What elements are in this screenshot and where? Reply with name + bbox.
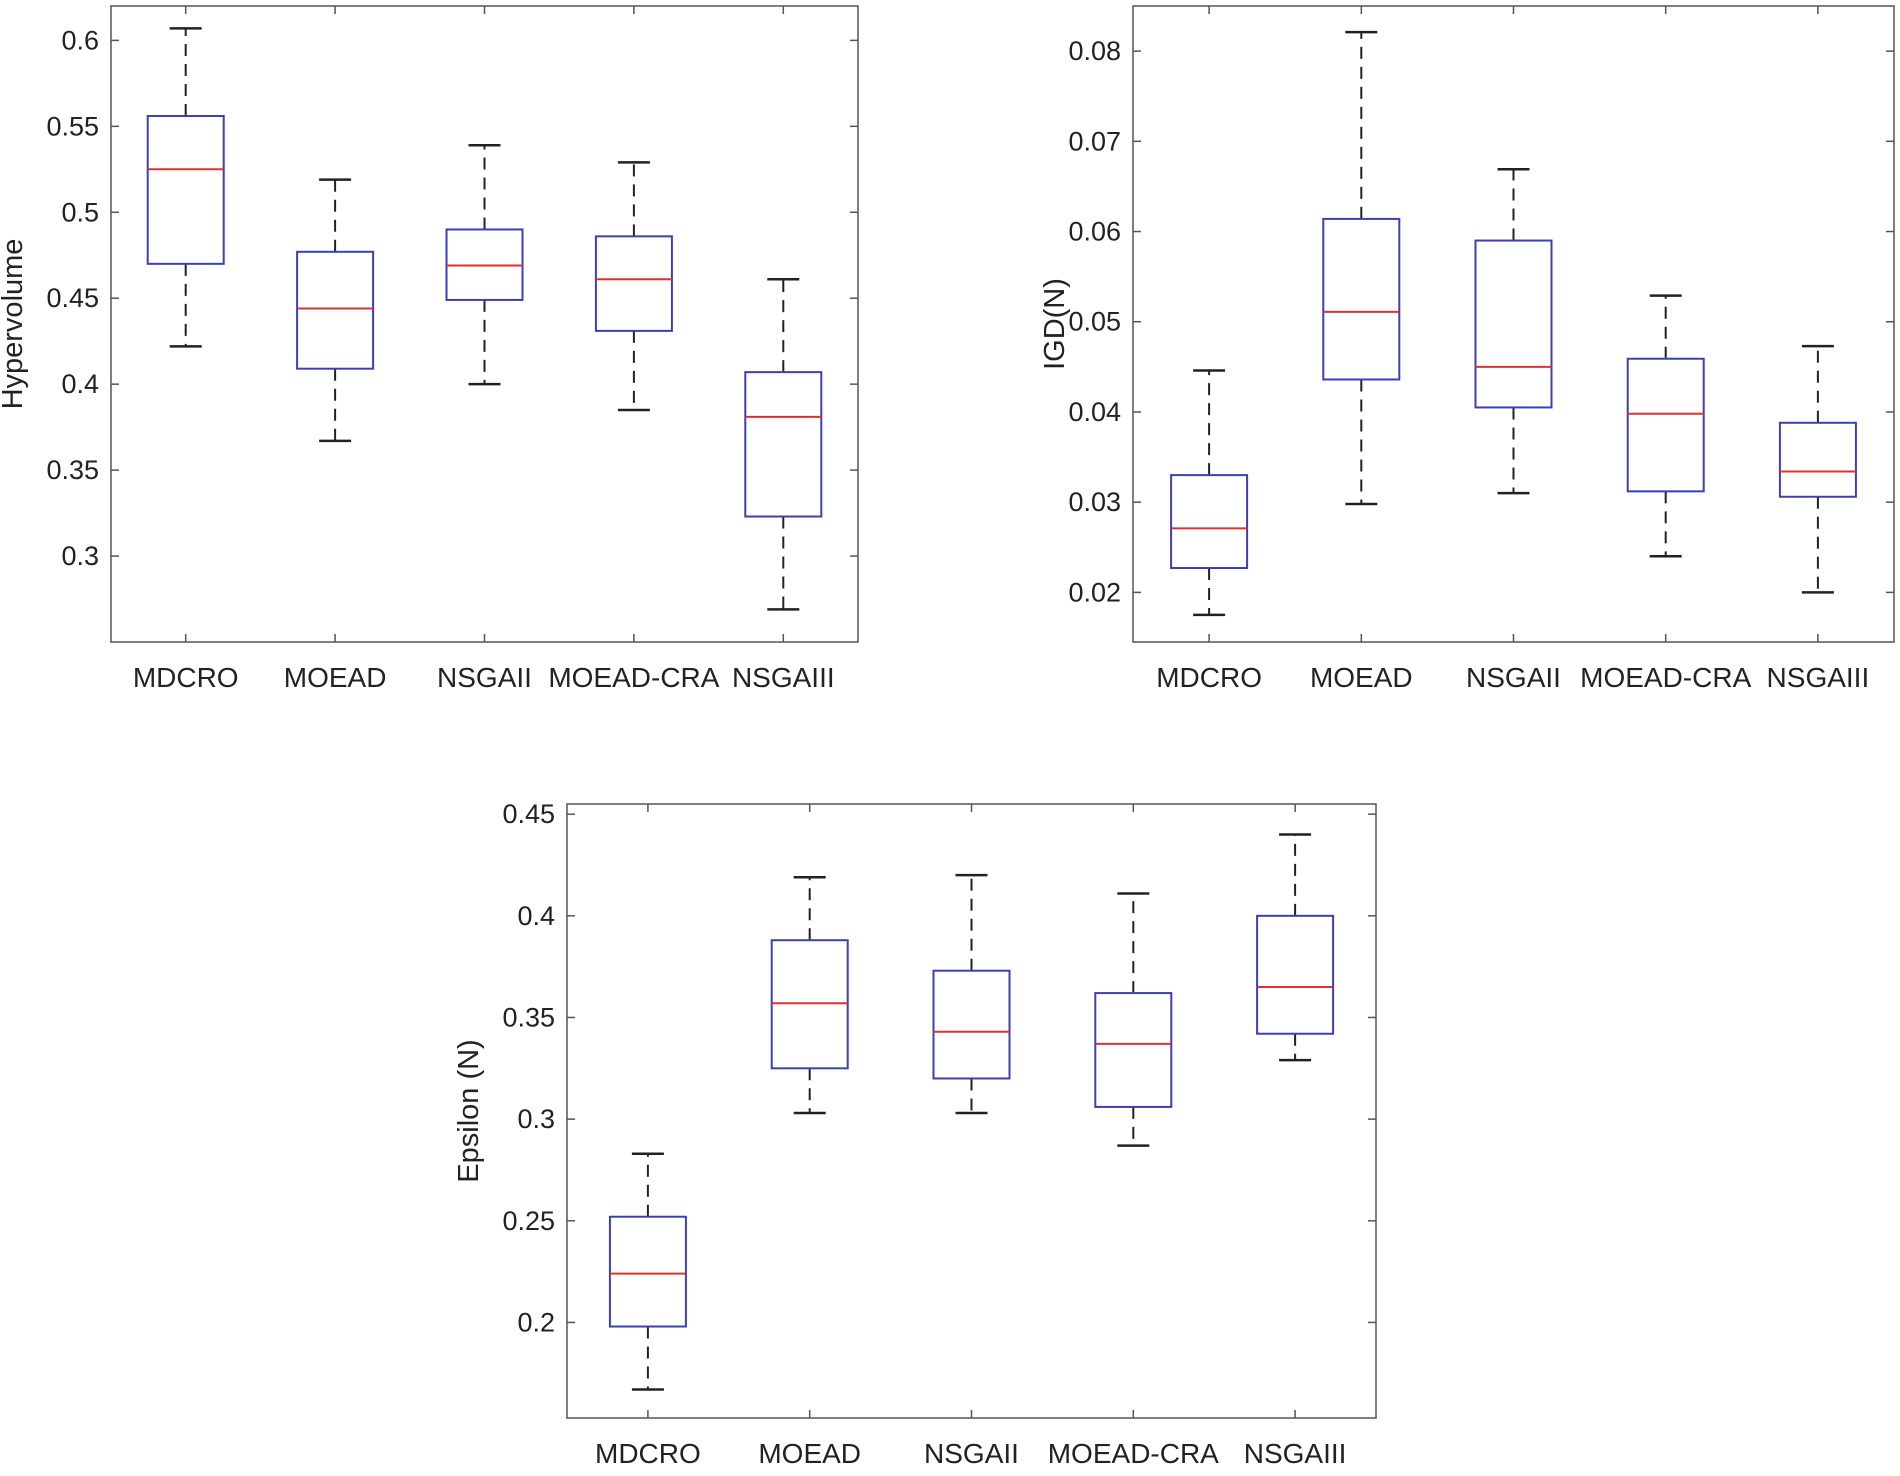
box-nsgaiii (1778, 344, 1857, 594)
boxplot-panel-1: 0.3 0.35 0.4 0.45 0.5 0.55 0.6 Hypervolume MDCRO… (0, 5, 859, 693)
category-label: MDCRO (595, 1438, 701, 1469)
iqr-box (296, 250, 375, 370)
category-label: MOEAD-CRA (548, 662, 719, 693)
box-moead-cra (1626, 294, 1705, 558)
iqr-box (594, 235, 673, 332)
iqr-box (1256, 914, 1335, 1035)
box-nsgaiii (744, 278, 823, 611)
iqr-box (770, 939, 849, 1070)
iqr-box (1778, 421, 1857, 498)
category-label: NSGAII (924, 1438, 1019, 1469)
y-tick-label: 0.35 (502, 1002, 555, 1032)
category-label: NSGAIII (732, 662, 835, 693)
y-tick-label: 0.06 (1068, 217, 1121, 247)
box-nsgaii (932, 873, 1011, 1115)
y-tick-label: 0.05 (1068, 307, 1121, 337)
y-tick-label: 0.3 (61, 541, 99, 571)
box-mdcro (1170, 369, 1249, 617)
y-tick-label: 0.04 (1068, 397, 1121, 427)
iqr-box (1474, 239, 1553, 409)
plot-frame (566, 803, 1377, 1419)
y-axis-title: Epsilon (N) (453, 1039, 485, 1182)
y-tick-label: 0.02 (1068, 577, 1121, 607)
y-tick-label: 0.45 (46, 283, 99, 313)
box-moead-cra (1094, 892, 1173, 1147)
iqr-box (1322, 217, 1401, 381)
y-tick-label: 0.6 (61, 25, 99, 55)
y-tick-label: 0.55 (46, 111, 99, 141)
box-nsgaii (445, 143, 524, 386)
y-tick-label: 0.07 (1068, 126, 1121, 156)
category-label: MOEAD (1310, 662, 1413, 693)
box-mdcro (146, 27, 225, 348)
category-label: MOEAD (758, 1438, 861, 1469)
category-label: NSGAII (437, 662, 532, 693)
box-moead (296, 178, 375, 443)
iqr-box (932, 969, 1011, 1080)
boxplot-panel-2: 0.02 0.03 0.04 0.05 0.06 0.07 0.08 IGD(N) MDCRO M… (1039, 5, 1895, 693)
y-tick-label: 0.45 (502, 799, 555, 829)
iqr-box (744, 371, 823, 518)
box-mdcro (608, 1152, 687, 1391)
category-label: MDCRO (133, 662, 239, 693)
y-tick-label: 0.03 (1068, 487, 1121, 517)
box-moead (1322, 30, 1401, 506)
category-label: NSGAIII (1244, 1438, 1347, 1469)
category-label: NSGAII (1466, 662, 1561, 693)
box-nsgaii (1474, 168, 1553, 495)
box-nsgaiii (1256, 833, 1335, 1062)
y-tick-label: 0.25 (502, 1206, 555, 1236)
box-moead (770, 875, 849, 1115)
category-label: NSGAIII (1767, 662, 1870, 693)
boxplot-panel-3: 0.2 0.25 0.3 0.35 0.4 0.45 Epsilon (N) MDCRO MOE… (453, 799, 1377, 1469)
y-tick-label: 0.5 (61, 197, 99, 227)
y-tick-label: 0.4 (517, 901, 555, 931)
category-label: MOEAD-CRA (1580, 662, 1751, 693)
iqr-box (1094, 992, 1173, 1108)
category-label: MOEAD-CRA (1048, 1438, 1219, 1469)
y-tick-label: 0.2 (517, 1307, 555, 1337)
category-label: MOEAD (284, 662, 387, 693)
y-axis-title: Hypervolume (0, 239, 29, 410)
y-axis-title: IGD(N) (1039, 278, 1071, 370)
box-moead-cra (594, 161, 673, 412)
y-tick-label: 0.4 (61, 369, 99, 399)
y-tick-label: 0.08 (1068, 36, 1121, 66)
category-label: MDCRO (1156, 662, 1262, 693)
iqr-box (146, 115, 225, 265)
y-tick-label: 0.35 (46, 455, 99, 485)
iqr-box (1626, 357, 1705, 493)
iqr-box (608, 1215, 687, 1328)
iqr-box (1170, 474, 1249, 570)
y-tick-label: 0.3 (517, 1104, 555, 1134)
